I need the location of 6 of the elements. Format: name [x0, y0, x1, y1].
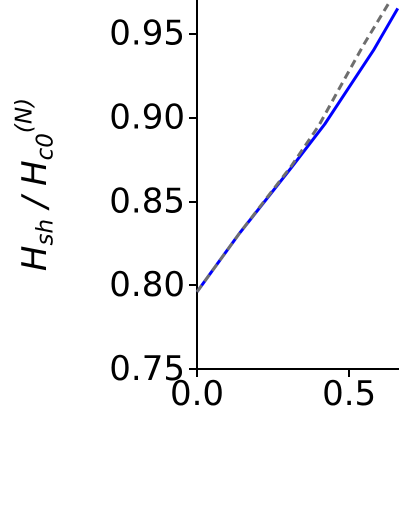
y-tick-label: 0.85	[109, 181, 185, 222]
y-tick-label: 0.90	[109, 97, 185, 138]
y-tick-label: 0.95	[109, 14, 185, 54]
y-tick-label: 0.80	[109, 265, 185, 306]
y-axis-title: Hsh / Hc0(N)	[12, 98, 58, 272]
x-tick-label: 0.5	[322, 374, 376, 414]
